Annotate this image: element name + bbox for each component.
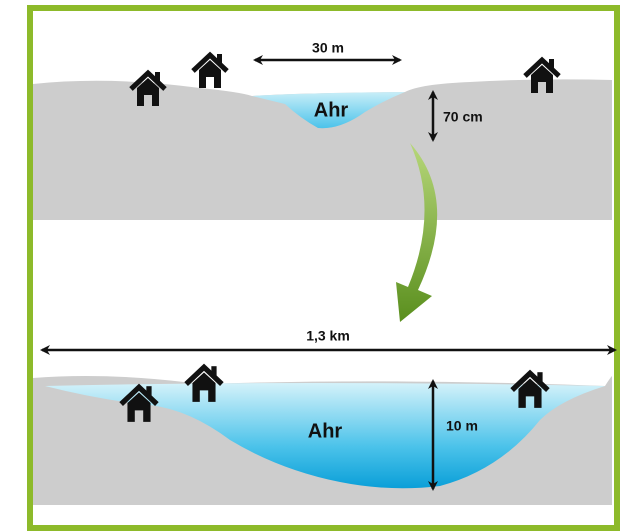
river-label: Ahr (308, 420, 343, 442)
diagram: 30 m Ahr 70 cm 1,3 km Ahr 10 m (0, 0, 620, 532)
width-label: 1,3 km (306, 328, 350, 344)
depth-label: 70 cm (443, 109, 483, 125)
width-label: 30 m (312, 40, 344, 56)
river-label: Ahr (314, 99, 349, 121)
depth-label: 10 m (446, 418, 478, 434)
house (193, 54, 227, 88)
